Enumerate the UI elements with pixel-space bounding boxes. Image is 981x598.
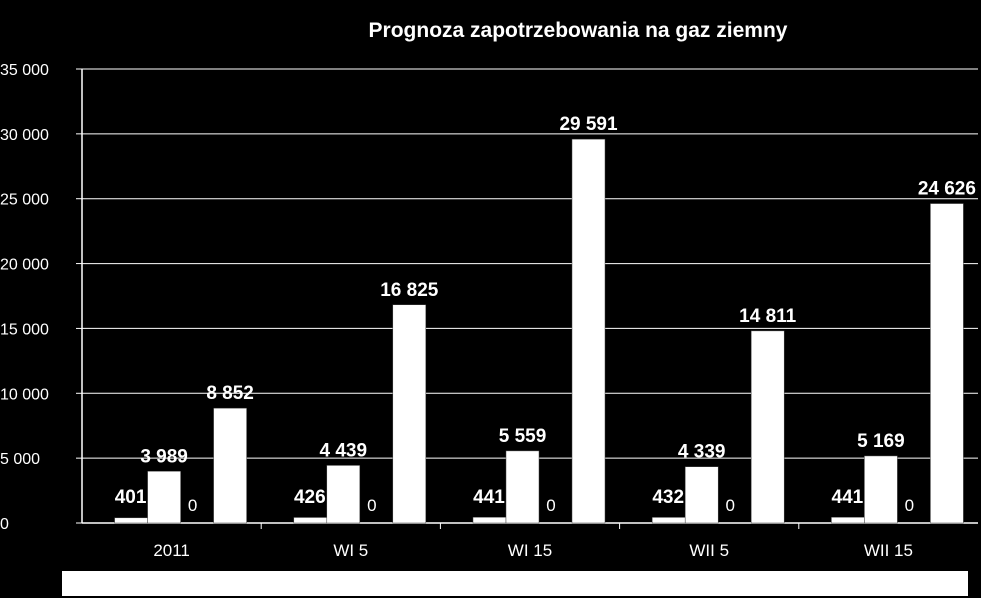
bar — [392, 304, 427, 524]
y-tick-label: 25 000 — [0, 192, 49, 209]
data-label: 426 — [294, 487, 326, 508]
data-label: 401 — [115, 487, 147, 508]
bar — [114, 517, 148, 524]
y-tick-label: 15 000 — [0, 321, 49, 338]
data-label: 0 — [367, 496, 376, 515]
y-tick-label: 30 000 — [0, 127, 49, 144]
x-tick-label: WI 15 — [508, 541, 552, 560]
x-tick-label: WII 5 — [689, 541, 729, 560]
bar — [930, 203, 964, 524]
data-label: 441 — [832, 487, 864, 508]
axes: 0 5 000 10 000 15 000 20 000 25 000 30 000 35 0… — [0, 62, 978, 560]
bar — [213, 407, 247, 524]
data-label: 0 — [188, 496, 197, 515]
x-tick-label: WII 15 — [864, 541, 913, 560]
chart-title: Prognoza zapotrzebowania na gaz ziemny — [369, 19, 788, 42]
data-labels: 401 3 989 0 8 852 426 4 439 0 16 825 441 5 559 0 29… — [115, 114, 976, 515]
data-label: 432 — [652, 487, 684, 508]
legend-box — [62, 571, 968, 596]
x-tick-label: WI 5 — [333, 541, 368, 560]
data-label: 14 811 — [739, 306, 796, 327]
y-tick-label: 0 — [0, 516, 9, 533]
bar — [147, 471, 181, 524]
data-label: 3 989 — [140, 446, 188, 467]
bar — [326, 465, 361, 524]
data-label: 0 — [725, 496, 734, 515]
bar — [293, 517, 328, 524]
bar — [651, 517, 686, 524]
data-label: 0 — [905, 496, 914, 515]
y-tick-label: 35 000 — [0, 62, 49, 79]
bar — [864, 455, 898, 524]
data-label: 5 559 — [499, 426, 547, 447]
data-label: 4 439 — [320, 440, 368, 461]
data-label: 29 591 — [559, 114, 618, 135]
data-label: 5 169 — [857, 431, 905, 452]
data-label: 0 — [546, 496, 555, 515]
bar — [505, 450, 540, 524]
bar — [684, 466, 719, 524]
data-label: 16 825 — [380, 280, 439, 301]
data-label: 441 — [473, 487, 505, 508]
gridlines — [82, 68, 978, 459]
data-label: 4 339 — [678, 442, 726, 463]
bar — [472, 517, 507, 524]
bar — [571, 138, 606, 524]
bar — [831, 517, 865, 524]
data-label: 24 626 — [918, 179, 976, 200]
y-tick-label: 5 000 — [0, 451, 40, 468]
bar — [750, 330, 785, 524]
y-tick-label: 10 000 — [0, 386, 49, 403]
y-tick-label: 20 000 — [0, 257, 49, 274]
bars — [114, 138, 964, 524]
data-label: 8 852 — [206, 383, 254, 404]
x-tick-label: 2011 — [153, 541, 190, 560]
